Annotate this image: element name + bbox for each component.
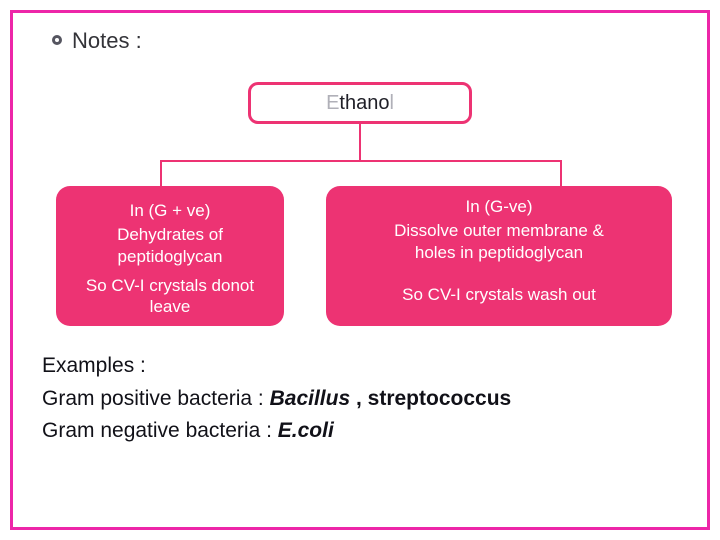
examples-gram-positive: Gram positive bacteria : Bacillus , stre… xyxy=(42,383,511,416)
slide-canvas: Notes : Ethanol In (G + ve) Dehydrates o… xyxy=(0,0,720,540)
gp-label: Gram positive bacteria : xyxy=(42,387,270,410)
gp-strep: streptococcus xyxy=(368,387,512,410)
gn-line2: Dissolve outer membrane & holes in pepti… xyxy=(338,220,660,263)
examples-heading: Examples : xyxy=(42,350,511,383)
gp-line1: In (G + ve) xyxy=(64,200,276,221)
gn-line3: So CV-I crystals wash out xyxy=(338,284,660,305)
gn-line1: In (G-ve) xyxy=(338,196,660,217)
examples-block: Examples : Gram positive bacteria : Baci… xyxy=(42,350,511,448)
gp-line2: Dehydrates of peptidoglycan xyxy=(64,224,276,267)
connector-horizontal xyxy=(160,160,560,162)
connector-vertical-top xyxy=(359,124,361,160)
ethanol-l: l xyxy=(389,92,393,115)
gp-sep: , xyxy=(350,387,368,410)
node-gram-positive: In (G + ve) Dehydrates of peptidoglycan … xyxy=(56,186,284,326)
examples-gram-negative: Gram negative bacteria : E.coli xyxy=(42,415,511,448)
ethanol-mid: thano xyxy=(339,92,389,115)
gn-ecoli: E.coli xyxy=(278,419,334,442)
bullet-icon xyxy=(52,35,62,45)
ethanol-e: E xyxy=(326,92,339,115)
gp-line3: So CV-I crystals donot leave xyxy=(64,275,276,318)
node-gram-negative: In (G-ve) Dissolve outer membrane & hole… xyxy=(326,186,672,326)
notes-title: Notes : xyxy=(72,28,142,54)
gp-bacillus: Bacillus xyxy=(270,387,351,410)
gn-label: Gram negative bacteria : xyxy=(42,419,278,442)
root-node-ethanol: Ethanol xyxy=(248,82,472,124)
